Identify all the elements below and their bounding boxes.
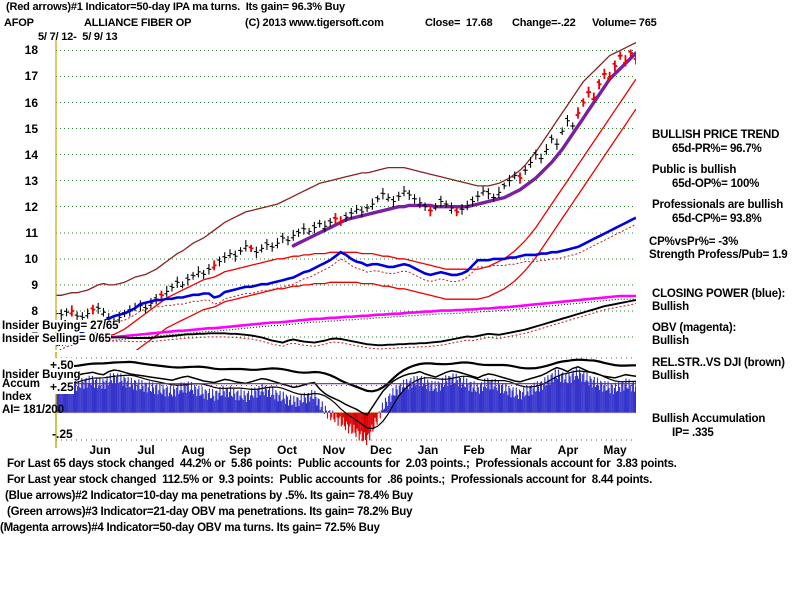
y-axis-tick-16: 16 (24, 95, 38, 110)
month-label-apr: Apr (557, 443, 579, 457)
price-series-layer (56, 42, 636, 350)
public-sentiment-value: 65d-OP%= 100% (672, 178, 760, 190)
accumulation-title: Bullish Accumulation (652, 413, 766, 425)
footer-line-2: For Last year stock changed 112.5% or 9.… (7, 474, 653, 486)
closing-power-value: Bullish (652, 301, 689, 313)
price-trend-title: BULLISH PRICE TREND (652, 129, 780, 141)
footer-line-1: For Last 65 days stock changed 44.2% or … (7, 458, 677, 470)
obv-value: Bullish (652, 335, 689, 347)
y-axis-tick-18: 18 (24, 43, 38, 58)
insider-selling-label: Insider Selling= 0/65 (2, 333, 111, 345)
y-axis-tick-10: 10 (24, 251, 38, 266)
accumulation-index-layer (56, 358, 636, 445)
insider-buying-label: Insider Buying= 27/65 (2, 320, 119, 332)
month-label-feb: Feb (463, 443, 485, 457)
insider-buying-label-2: Insider Buying (2, 369, 81, 381)
price-trend-value: 65d-PR%= 96.7% (672, 143, 762, 155)
close-price: Close= 17.68 (425, 17, 493, 29)
strength-profess-pub: Strength Profess/Pub= 1.9 (649, 249, 788, 261)
footer-line-4: (Green arrows)#3 Indicator=21-day OBV ma… (7, 506, 413, 518)
y-axis-tick-9: 9 (31, 277, 38, 292)
volume: Volume= 765 (592, 17, 657, 29)
copyright-notice: (C) 2013 www.tigersoft.com (245, 17, 384, 29)
y-axis-tick-11: 11 (25, 225, 38, 240)
month-label-jun: Jun (89, 443, 111, 457)
footer-line-3: (Blue arrows)#2 Indicator=10-day ma pene… (5, 490, 413, 502)
accum-index-line2: Index (2, 391, 32, 403)
y-axis-tick-15: 15 (24, 121, 38, 136)
indicator-tick-plus25: +.25 (50, 380, 74, 394)
indicator-tick-plus50: +.50 (50, 358, 74, 372)
accum-index-line1: Accum (2, 378, 40, 390)
rel-strength-value: Bullish (652, 370, 689, 382)
footer-line-5: (Magenta arrows)#4 Indicator=50-day OBV … (0, 522, 380, 534)
month-label-sep: Sep (228, 443, 251, 457)
month-label-mar: Mar (510, 443, 532, 457)
company-name: ALLIANCE FIBER OP (84, 17, 192, 29)
accumulation-value: IP= .335 (672, 427, 714, 439)
y-axis-tick-14: 14 (24, 147, 38, 162)
month-label-aug: Aug (181, 443, 205, 457)
y-axis-tick-17: 17 (24, 69, 38, 84)
public-sentiment-title: Public is bullish (652, 164, 737, 176)
closing-power-title: CLOSING POWER (blue): (652, 288, 786, 300)
arrow-note-1: (Red arrows)#1 Indicator=50-day IPA ma t… (6, 1, 345, 13)
month-label-dec: Dec (369, 443, 392, 457)
month-label-oct: Oct (276, 443, 297, 457)
month-label-jul: Jul (137, 443, 155, 457)
month-label-nov: Nov (322, 443, 346, 457)
y-axis-tick-12: 12 (24, 199, 38, 214)
price-change: Change=-.22 (512, 17, 576, 29)
professional-sentiment-value: 65d-CP%= 93.8% (672, 213, 762, 225)
y-axis-tick-13: 13 (24, 173, 38, 188)
cp-vs-pr-value: CP%vsPr%= -3% (649, 236, 739, 248)
month-label-may: May (603, 443, 627, 457)
month-label-jan: Jan (417, 443, 439, 457)
professional-sentiment-title: Professionals are bullish (652, 199, 784, 211)
ticker-symbol: AFOP (4, 17, 34, 29)
y-axis-tick-8: 8 (31, 303, 38, 318)
indicator-tick-minus25: -.25 (52, 427, 73, 441)
obv-title: OBV (magenta): (652, 322, 737, 334)
accum-index-value: AI= 181/200 (2, 404, 64, 416)
rel-strength-title: REL.STR..VS DJI (brown) (652, 357, 785, 369)
